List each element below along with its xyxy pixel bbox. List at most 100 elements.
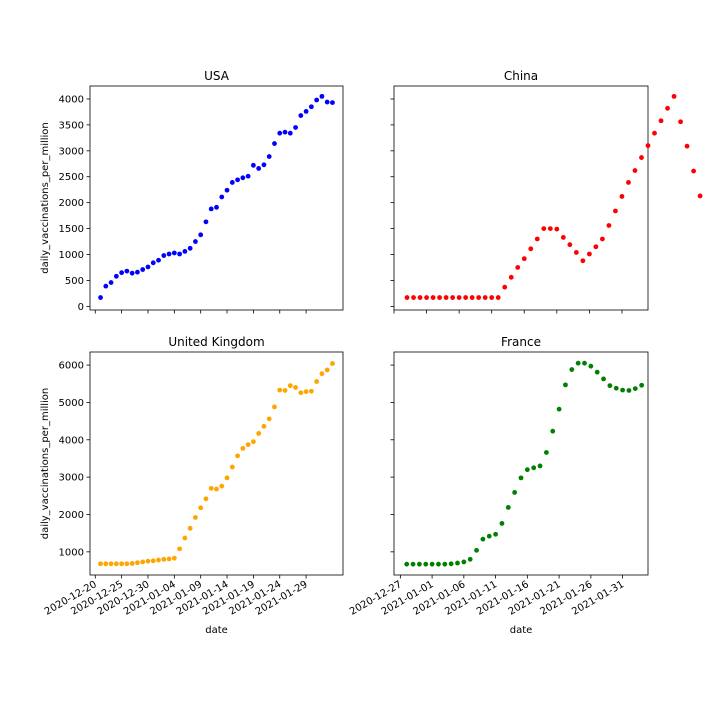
data-point <box>250 439 256 445</box>
data-point <box>404 295 410 300</box>
data-point <box>493 531 498 537</box>
data-point <box>467 556 473 562</box>
y-tick-label: 4000 <box>59 435 84 446</box>
panel-0: USA 0 500 1000 1500 2000 2500 3000 3500 4000 daily… <box>40 69 344 314</box>
data-point <box>235 177 240 183</box>
data-point <box>502 284 508 290</box>
data-point <box>182 249 188 254</box>
panel-3: France2020-12-272021-01-012021-01-062021… <box>348 335 649 636</box>
data-point <box>272 141 277 146</box>
data-point <box>476 295 482 300</box>
data-point <box>456 295 462 300</box>
data-point <box>272 404 277 410</box>
data-point <box>282 129 288 135</box>
y-tick-label: 3000 <box>59 146 84 157</box>
data-point <box>287 383 293 389</box>
data-point <box>245 442 251 448</box>
data-point <box>124 561 130 567</box>
y-tick-label: 5000 <box>59 398 84 409</box>
data-point <box>298 390 304 396</box>
data-point <box>547 226 553 231</box>
data-point <box>588 363 594 369</box>
y-tick-label: 2000 <box>59 198 84 209</box>
data-point <box>187 525 193 531</box>
y-tick-label: 1500 <box>59 224 84 235</box>
data-point <box>594 369 600 375</box>
data-point <box>308 104 314 110</box>
data-point <box>495 295 501 300</box>
data-point <box>601 376 606 382</box>
data-point <box>424 295 429 300</box>
data-point <box>161 253 167 258</box>
y-tick-label: 1000 <box>59 250 84 261</box>
axes-frame <box>393 85 649 311</box>
data-point <box>129 561 135 566</box>
data-point <box>586 251 592 257</box>
data-point <box>208 206 214 212</box>
data-point <box>518 475 524 481</box>
data-point <box>171 555 177 561</box>
data-point <box>113 273 119 279</box>
y-tick-label: 0 <box>78 302 84 313</box>
data-point <box>203 219 209 225</box>
y-tick-label: 3000 <box>59 473 84 484</box>
panel-2: United Kingdom10002000300040005000600020… <box>40 335 344 636</box>
data-point <box>235 453 240 459</box>
data-point <box>684 143 690 149</box>
data-point <box>240 445 246 451</box>
data-point <box>224 475 230 481</box>
data-point <box>448 561 454 567</box>
data-point <box>193 515 198 520</box>
data-point <box>229 464 235 470</box>
data-point <box>560 235 566 240</box>
data-point <box>303 389 309 394</box>
data-point <box>619 194 625 199</box>
data-point <box>697 193 703 199</box>
data-point <box>534 236 540 242</box>
data-point <box>293 385 298 390</box>
data-point <box>182 535 188 541</box>
y-axis-label: daily_vaccinations_per_million <box>40 388 51 540</box>
data-point <box>563 382 568 388</box>
x-axis-label: date <box>205 625 228 636</box>
data-point <box>324 367 330 373</box>
data-point <box>691 168 696 174</box>
data-point <box>544 450 549 455</box>
data-point <box>613 208 618 214</box>
data-point <box>442 561 448 567</box>
data-point <box>277 387 283 393</box>
data-point <box>575 360 581 366</box>
data-point <box>287 130 293 136</box>
panel-title: United Kingdom <box>168 335 264 349</box>
y-tick-label: 500 <box>65 276 84 287</box>
data-point <box>632 168 638 173</box>
data-point <box>135 269 140 275</box>
y-tick-label: 6000 <box>59 361 84 372</box>
data-point <box>119 561 125 567</box>
y-axis-label: daily_vaccinations_per_million <box>40 122 51 274</box>
y-tick-label: 2000 <box>59 510 84 521</box>
data-point <box>140 267 146 272</box>
data-point <box>135 560 140 566</box>
data-point <box>156 257 161 263</box>
data-point <box>203 496 209 502</box>
data-point <box>626 180 631 185</box>
data-point <box>639 382 645 388</box>
data-point <box>308 388 314 394</box>
data-point <box>166 556 172 562</box>
data-point <box>108 280 114 285</box>
data-point <box>198 232 204 238</box>
data-point <box>103 283 109 289</box>
data-point <box>417 561 422 567</box>
data-point <box>193 239 198 244</box>
data-point <box>652 130 657 136</box>
data-point <box>417 295 423 300</box>
data-point <box>324 99 330 105</box>
data-point <box>524 467 530 473</box>
y-tick-label: 2500 <box>59 172 84 183</box>
data-point <box>156 557 161 563</box>
data-point <box>198 505 204 511</box>
data-point <box>469 295 475 300</box>
data-point <box>499 521 505 526</box>
